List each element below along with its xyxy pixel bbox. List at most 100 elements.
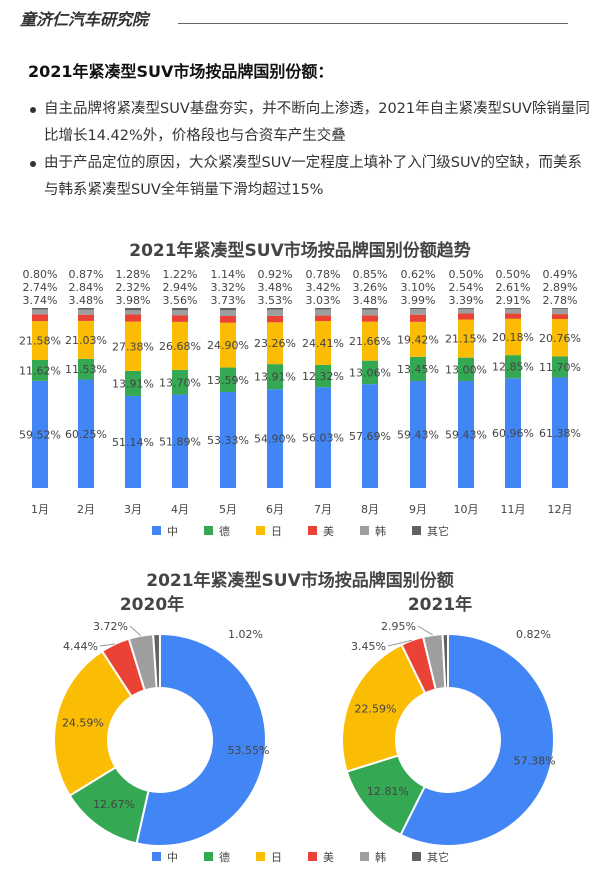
- bar-segment: [32, 314, 48, 322]
- legend-swatch: [360, 852, 369, 861]
- bar-segment: [125, 395, 141, 488]
- bar-segment: [220, 310, 236, 317]
- data-label: 51.14%: [112, 436, 154, 449]
- bar-segment: [362, 309, 378, 316]
- legend-label: 韩: [375, 524, 386, 538]
- bar-segment: [552, 377, 568, 488]
- bar-segment: [172, 315, 188, 322]
- leader-line: [99, 643, 116, 647]
- data-label: 57.69%: [349, 430, 391, 443]
- bar-segment: [125, 321, 141, 371]
- bar-segment: [362, 360, 378, 385]
- bar-segment: [505, 355, 521, 379]
- slice-label: 2.95%: [381, 620, 416, 633]
- bullet-dot-icon: [30, 107, 36, 113]
- bar-segment: [267, 322, 283, 365]
- data-label: 11.70%: [539, 361, 581, 374]
- data-label: 2.94%: [163, 281, 198, 294]
- data-label: 13.91%: [112, 377, 154, 390]
- bar-segment: [362, 321, 378, 361]
- data-label: 2.61%: [496, 281, 531, 294]
- data-label: 2.91%: [496, 294, 531, 307]
- data-label: 60.25%: [65, 428, 107, 441]
- data-label: 60.96%: [492, 427, 534, 440]
- bar-segment: [78, 309, 94, 315]
- x-tick-label: 8月: [361, 503, 379, 516]
- data-label: 23.26%: [254, 337, 296, 350]
- bar-segment: [362, 315, 378, 322]
- bar-segment: [410, 307, 426, 310]
- data-label: 0.49%: [543, 268, 578, 281]
- leader-line: [387, 639, 413, 647]
- bar-segment: [172, 394, 188, 488]
- bar-segment: [267, 389, 283, 488]
- data-label: 56.03%: [302, 432, 344, 445]
- bar-segment: [552, 308, 568, 309]
- bar-segment: [458, 307, 474, 309]
- data-label: 0.85%: [353, 268, 388, 281]
- bar-segment: [220, 367, 236, 393]
- bar-segment: [552, 308, 568, 315]
- legend-label: 德: [219, 524, 230, 538]
- leader-line: [129, 625, 142, 637]
- data-label: 3.48%: [258, 281, 293, 294]
- data-label: 59.43%: [445, 429, 487, 442]
- data-label: 26.68%: [159, 340, 201, 353]
- data-label: 0.92%: [258, 268, 293, 281]
- legend-swatch: [204, 852, 213, 861]
- header-divider: [178, 23, 568, 24]
- bar-segment: [315, 387, 331, 488]
- data-label: 3.48%: [69, 294, 104, 307]
- legend-swatch: [412, 526, 421, 535]
- legend-swatch: [412, 852, 421, 861]
- legend-swatch: [152, 852, 161, 861]
- data-label: 3.42%: [306, 281, 341, 294]
- bar-segment: [458, 357, 474, 382]
- data-label: 13.06%: [349, 366, 391, 379]
- bar-segment: [267, 315, 283, 323]
- bullet-item: 由于产品定位的原因，大众紧凑型SUV一定程度上填补了入门级SUV的空缺，而美系与…: [30, 150, 590, 204]
- legend-label: 日: [271, 525, 282, 538]
- bar-segment: [32, 380, 48, 488]
- data-label: 54.90%: [254, 433, 296, 446]
- x-tick-label: 12月: [548, 503, 573, 516]
- slice-label: 53.55%: [227, 744, 269, 757]
- bar-segment: [315, 364, 331, 388]
- data-label: 2.89%: [543, 281, 578, 294]
- data-label: 3.03%: [306, 294, 341, 307]
- bar-segment: [78, 314, 94, 321]
- data-label: 3.98%: [116, 294, 151, 307]
- bar-segment: [172, 369, 188, 395]
- bar-segment: [125, 314, 141, 322]
- bar-segment: [220, 316, 236, 323]
- legend-label: 其它: [427, 850, 449, 864]
- bar-segment: [220, 392, 236, 488]
- slice-label: 12.67%: [93, 798, 135, 811]
- stacked-bar-chart: 2021年紧凑型SUV市场按品牌国别份额趋势 59.52% 11.62% 21.58%…: [19, 240, 581, 538]
- bar-segment: [552, 356, 568, 378]
- data-label: 2.54%: [449, 281, 484, 294]
- bar-segment: [172, 310, 188, 316]
- data-label: 19.42%: [397, 333, 439, 346]
- x-tick-label: 4月: [171, 503, 189, 516]
- data-label: 21.66%: [349, 335, 391, 348]
- donut-slice: [53, 649, 133, 797]
- bar-segment: [505, 308, 521, 314]
- data-label: 3.56%: [163, 294, 198, 307]
- bullet-text: 由于产品定位的原因，大众紧凑型SUV一定程度上填补了入门级SUV的空缺，而美系与…: [44, 155, 582, 198]
- data-label: 13.59%: [207, 374, 249, 387]
- x-tick-label: 2月: [77, 503, 95, 516]
- data-label: 24.90%: [207, 339, 249, 352]
- data-label: 53.33%: [207, 434, 249, 447]
- data-label: 1.22%: [163, 268, 198, 281]
- bar-segment: [78, 358, 94, 380]
- bar-segment: [315, 309, 331, 316]
- bar-segment: [315, 308, 331, 310]
- bar-segment: [78, 379, 94, 488]
- legend-swatch: [360, 526, 369, 535]
- bar-segment: [315, 315, 331, 322]
- data-label: 59.52%: [19, 428, 61, 441]
- bar-segment: [458, 381, 474, 488]
- legend-label: 中: [167, 851, 178, 864]
- data-label: 27.38%: [112, 340, 154, 353]
